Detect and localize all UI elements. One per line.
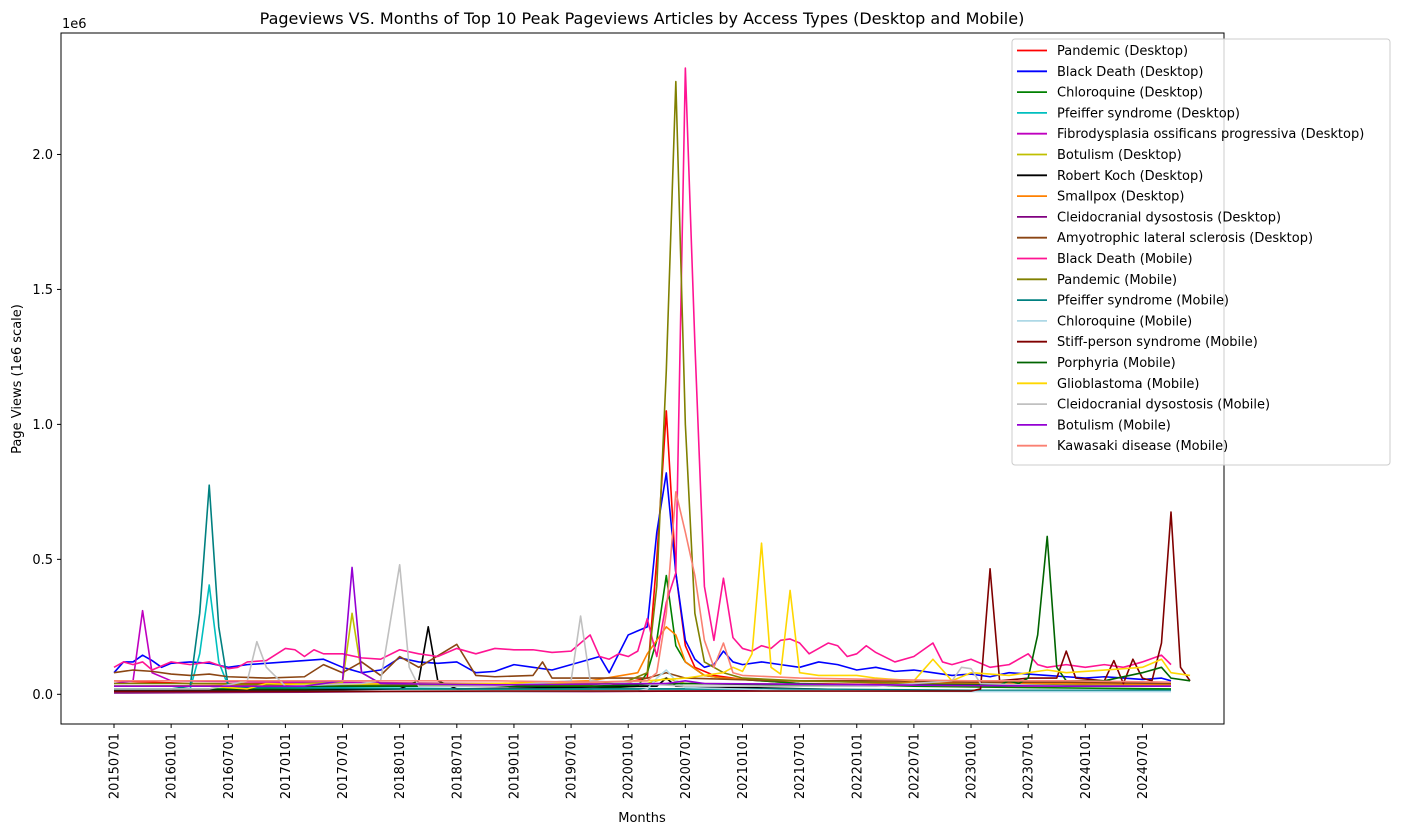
- legend-label: Robert Koch (Desktop): [1057, 169, 1203, 184]
- y-tick-label: 1.0: [32, 418, 53, 433]
- series-line-17: [114, 563, 1171, 690]
- legend-label: Cleidocranial dysostosis (Mobile): [1057, 398, 1270, 413]
- x-tick-label: 20220101: [850, 733, 865, 799]
- x-axis-label: Months: [618, 811, 666, 826]
- y-tick-label: 0.0: [32, 688, 53, 703]
- legend-label: Glioblastoma (Mobile): [1057, 377, 1199, 392]
- x-tick-label: 20200101: [622, 733, 637, 799]
- legend-label: Pandemic (Mobile): [1057, 273, 1177, 288]
- y-axis-label: Page Views (1e6 scale): [10, 304, 25, 454]
- legend-label: Chloroquine (Mobile): [1057, 314, 1192, 329]
- x-tick-label: 20240701: [1136, 733, 1151, 799]
- axes: 0.0 0.5 1.0 1.5 2.0 20150701 20160101 20160701 2…: [32, 32, 1225, 799]
- x-tick-label: 20220701: [907, 733, 922, 799]
- series-lines: [113, 67, 1191, 694]
- chart-title: Pageviews VS. Months of Top 10 Peak Page…: [260, 9, 1025, 28]
- x-tick-label: 20160101: [165, 733, 180, 799]
- x-tick-label: 20180701: [450, 733, 465, 799]
- x-tick-label: 20180101: [393, 733, 408, 799]
- series-line-14: [114, 511, 1191, 693]
- series-line-18: [114, 566, 1171, 688]
- x-tick-label: 20170701: [336, 733, 351, 799]
- x-tick-label: 20200701: [679, 733, 694, 799]
- x-tick-label: 20230701: [1022, 733, 1037, 799]
- legend-label: Black Death (Desktop): [1057, 65, 1204, 80]
- x-tick-label: 20230101: [965, 733, 980, 799]
- x-tick-label: 20160701: [222, 733, 237, 799]
- legend-label: Cleidocranial dysostosis (Desktop): [1057, 210, 1281, 225]
- legend-label: Amyotrophic lateral sclerosis (Desktop): [1057, 231, 1313, 246]
- x-tick-label: 20210101: [736, 733, 751, 799]
- legend: Pandemic (Desktop) Black Death (Desktop) C…: [1011, 38, 1391, 466]
- legend-label: Pandemic (Desktop): [1057, 44, 1188, 59]
- series-line-11: [114, 80, 1172, 688]
- x-tick-label: 20150701: [108, 733, 123, 799]
- legend-label: Stiff-person syndrome (Mobile): [1057, 335, 1258, 350]
- y-axis-offset-label: 1e6: [62, 17, 87, 32]
- legend-label: Pfeiffer syndrome (Desktop): [1057, 106, 1240, 121]
- legend-label: Smallpox (Desktop): [1057, 190, 1185, 205]
- x-tick-label: 20210701: [793, 733, 808, 799]
- legend-label: Botulism (Desktop): [1057, 148, 1182, 163]
- legend-label: Pfeiffer syndrome (Mobile): [1057, 294, 1229, 309]
- x-tick-label: 20190701: [565, 733, 580, 799]
- legend-label: Porphyria (Mobile): [1057, 356, 1176, 371]
- series-line-10: [113, 67, 1172, 671]
- series-line-19: [114, 491, 1172, 683]
- x-tick-label: 20240101: [1079, 733, 1094, 799]
- x-tick-label: 20170101: [279, 733, 294, 799]
- y-tick-label: 2.0: [32, 148, 53, 163]
- legend-label: Fibrodysplasia ossificans progressiva (D…: [1057, 127, 1364, 142]
- y-tick-label: 1.5: [32, 283, 53, 298]
- x-tick-label: 20190101: [507, 733, 522, 799]
- legend-label: Kawasaki disease (Mobile): [1057, 439, 1228, 454]
- y-tick-label: 0.5: [32, 553, 53, 568]
- legend-label: Botulism (Mobile): [1057, 418, 1171, 433]
- legend-label: Black Death (Mobile): [1057, 252, 1193, 267]
- legend-frame: [1011, 38, 1391, 466]
- legend-label: Chloroquine (Desktop): [1057, 86, 1203, 101]
